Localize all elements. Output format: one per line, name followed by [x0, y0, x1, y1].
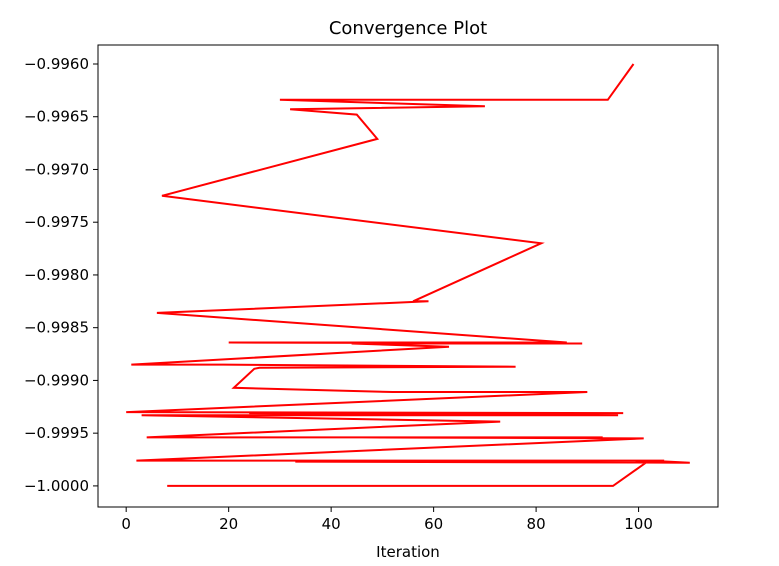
plot-area — [97, 44, 719, 508]
y-tick-label: −0.9990 — [24, 371, 89, 389]
y-tick-label: −0.9970 — [24, 160, 89, 178]
y-tick-label: −0.9965 — [24, 108, 89, 126]
x-tick-label: 20 — [219, 515, 238, 533]
series-line — [126, 63, 690, 487]
chart-title: Convergence Plot — [329, 18, 487, 39]
y-tick-label: −0.9960 — [24, 55, 89, 73]
x-tick-label: 100 — [624, 515, 653, 533]
x-tick-label: 80 — [527, 515, 546, 533]
x-tick-label: 40 — [322, 515, 341, 533]
y-tick-label: −0.9980 — [24, 266, 89, 284]
x-axis-label: Iteration — [376, 543, 440, 561]
x-tick-label: 60 — [424, 515, 443, 533]
x-tick-label: 0 — [121, 515, 131, 533]
y-tick-label: −1.0000 — [24, 477, 89, 495]
series-layer — [126, 63, 690, 487]
y-axis: −1.0000 −0.9995 −0.9990 −0.9985 −0.9980 −0.99… — [24, 55, 98, 495]
x-axis: 0 20 40 60 80 100 — [121, 507, 653, 533]
y-tick-label: −0.9995 — [24, 424, 89, 442]
y-tick-label: −0.9985 — [24, 319, 89, 337]
y-tick-label: −0.9975 — [24, 213, 89, 231]
